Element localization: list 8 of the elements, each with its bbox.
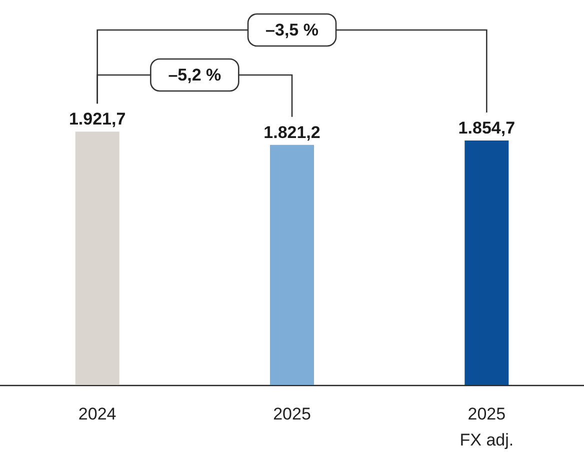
data-label: 1.921,7 xyxy=(68,110,126,129)
x-tick-label: 2025 xyxy=(273,404,311,424)
text: –3,5 % xyxy=(266,20,318,40)
text: –5,2 % xyxy=(168,66,222,84)
x-tick-label: 2025 FX adj. xyxy=(460,404,514,450)
data-label: 1.821,2 xyxy=(264,122,320,142)
data-label: 1.854,7 xyxy=(458,118,516,138)
x-tick-label: 2024 xyxy=(78,404,116,424)
